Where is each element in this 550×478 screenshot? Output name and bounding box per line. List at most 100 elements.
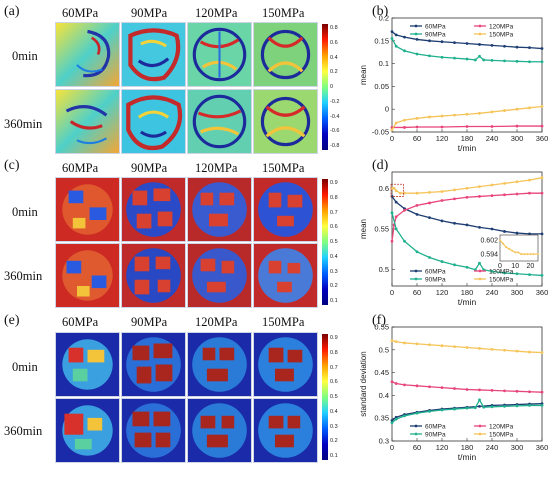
- colorbar-e: [322, 334, 328, 460]
- colorbar-e-tick: 0.5: [330, 394, 338, 400]
- data-point: [528, 273, 531, 276]
- data-point: [398, 191, 402, 195]
- inset-data-point: [526, 253, 529, 256]
- colorbar-c: [322, 179, 328, 305]
- colorbar-c-tick: 0.6: [330, 224, 338, 231]
- data-point: [394, 417, 398, 421]
- data-point: [428, 201, 431, 205]
- data-point: [428, 385, 431, 389]
- colorbar-e-tick: 0.9: [330, 335, 338, 341]
- image-tile-a-90-360min: [121, 89, 186, 154]
- y-tick-label: -0.05: [372, 128, 389, 137]
- data-point: [453, 221, 456, 225]
- column-header-120: 120MPa: [195, 6, 238, 20]
- data-point: [428, 256, 431, 259]
- row-label-0min: 0min: [12, 205, 38, 219]
- data-point: [465, 223, 469, 227]
- data-point: [515, 349, 519, 353]
- data-point: [440, 260, 444, 263]
- row-label-360min: 360min: [4, 424, 43, 438]
- data-point: [515, 180, 519, 184]
- image-tile-a-90-0min: [121, 22, 186, 87]
- colorbar-e-tick: 0.6: [330, 379, 338, 386]
- data-point: [478, 111, 481, 115]
- panel-label-d: (d): [372, 158, 389, 173]
- legend-marker: [478, 269, 482, 273]
- data-point: [528, 178, 531, 182]
- column-header-90: 90MPa: [131, 161, 168, 175]
- data-point: [415, 116, 419, 120]
- data-point: [515, 389, 519, 393]
- panel-label-a: (a): [4, 4, 20, 19]
- data-point: [528, 106, 531, 110]
- legend-label: 150MPa: [489, 32, 514, 39]
- colorbar-e-tick: 0.8: [330, 349, 338, 356]
- data-point: [490, 269, 494, 273]
- image-tile-e-90-360min: [121, 398, 186, 463]
- colorbar-a-tick: -0.8: [330, 143, 340, 149]
- column-header-150: 150MPa: [262, 315, 305, 329]
- data-point: [440, 219, 444, 223]
- data-point: [403, 49, 406, 53]
- data-point: [394, 340, 398, 343]
- legend-marker: [414, 277, 418, 281]
- legend-marker: [414, 24, 418, 28]
- data-point: [465, 195, 469, 199]
- y-tick-label: 0.6: [379, 184, 389, 193]
- inset-data-point: [511, 249, 514, 252]
- data-point: [440, 125, 444, 129]
- data-point: [515, 124, 519, 128]
- data-point: [453, 41, 456, 45]
- data-point: [453, 263, 456, 267]
- y-tick-label: 0.4: [379, 391, 389, 400]
- y-axis-label: standard deviation: [359, 351, 368, 416]
- x-tick-label: 360: [536, 443, 549, 452]
- data-point: [428, 39, 431, 43]
- legend-marker: [414, 269, 418, 273]
- data-point: [415, 411, 419, 415]
- data-point: [390, 421, 394, 425]
- data-point: [440, 344, 444, 348]
- x-tick-label: 60: [413, 443, 421, 452]
- colorbar-e-tick: 0.2: [330, 438, 338, 445]
- x-tick-label: 0: [390, 443, 394, 452]
- image-tile-e-120-0min: [187, 332, 252, 397]
- data-point: [440, 199, 444, 202]
- panel-label-f: (f): [372, 313, 386, 328]
- data-point: [465, 265, 469, 269]
- data-point: [428, 216, 431, 219]
- colorbar-c-tick: 0.2: [330, 283, 338, 290]
- image-tile-e-120-360min: [187, 398, 252, 463]
- data-point: [440, 386, 444, 390]
- data-point: [503, 109, 506, 112]
- data-point: [465, 57, 469, 61]
- data-point: [403, 341, 406, 345]
- data-point: [540, 404, 544, 407]
- data-point: [394, 215, 398, 219]
- image-tile-e-60-0min: [55, 332, 120, 397]
- data-point: [453, 387, 456, 390]
- data-point: [490, 43, 494, 47]
- colorbar-a: [322, 24, 328, 150]
- x-tick-label: 180: [461, 288, 474, 297]
- x-tick-label: 60: [413, 288, 421, 297]
- series-line-90MPa: [391, 38, 542, 63]
- data-point: [503, 59, 506, 63]
- data-point: [540, 124, 544, 128]
- inset-data-point: [502, 242, 505, 245]
- data-point: [453, 188, 456, 192]
- data-point: [478, 43, 481, 46]
- data-point: [390, 211, 394, 215]
- data-point: [528, 350, 531, 354]
- image-tile-c-90-0min: [121, 177, 186, 242]
- x-axis-label: t/min: [458, 452, 477, 462]
- data-point: [465, 346, 469, 349]
- colorbar-e-tick: 0.4: [330, 408, 338, 415]
- series-line-120MPa: [391, 381, 543, 393]
- colorbar-a-tick: -0.6: [330, 128, 340, 135]
- x-tick-label: 60: [413, 134, 421, 143]
- data-point: [490, 125, 494, 128]
- image-tile-c-150-360min: [253, 243, 318, 308]
- series-line-90MPa: [391, 398, 542, 424]
- data-point: [515, 404, 519, 408]
